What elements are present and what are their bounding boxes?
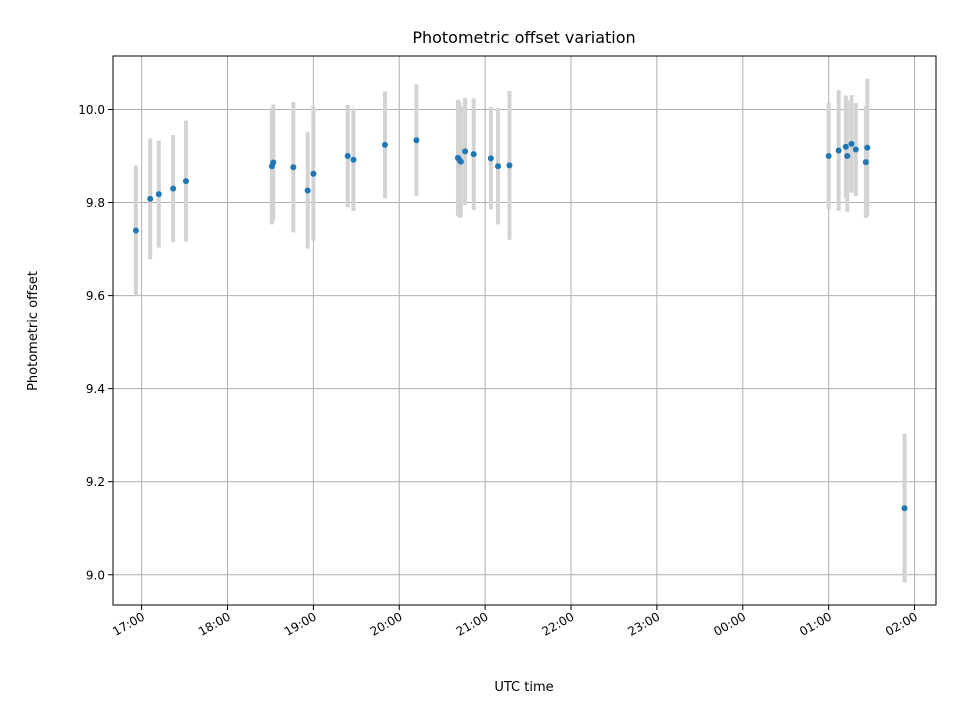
data-point [413,137,420,144]
data-point [848,140,855,147]
data-point [864,144,871,151]
data-point [844,153,851,160]
data-point [506,162,513,169]
data-point [170,185,177,192]
data-point [270,159,277,166]
data-point [344,153,351,160]
data-point [381,141,388,148]
data-point [290,164,297,171]
data-points [132,137,908,512]
data-point [155,191,162,198]
x-axis-label: UTC time [494,680,553,695]
data-point [350,156,357,163]
data-point [470,151,477,158]
data-point [132,227,139,234]
data-point [825,153,832,160]
data-point [182,178,189,185]
data-point [862,159,869,166]
y-tick-label: 9.4 [86,382,105,396]
data-point [462,148,469,155]
y-tick-label: 9.2 [86,475,105,489]
data-point [835,147,842,154]
plot-frame [112,55,937,606]
data-point [487,155,494,162]
data-point [147,195,154,202]
data-point [304,187,311,194]
data-point [495,163,502,170]
y-axis-ticks: 9.0 9.2 9.4 9.6 9.8 10.0 [78,103,113,582]
chart-title: Photometric offset variation [412,28,635,47]
y-tick-label: 9.8 [86,196,105,210]
data-point [310,170,317,177]
y-tick-label: 10.0 [78,103,105,117]
data-point [901,505,908,512]
y-axis-label: Photometric offset [26,271,41,391]
data-point [457,158,464,165]
data-point [842,143,849,150]
data-point [852,146,859,153]
y-tick-label: 9.0 [86,568,105,582]
y-tick-label: 9.6 [86,289,105,303]
